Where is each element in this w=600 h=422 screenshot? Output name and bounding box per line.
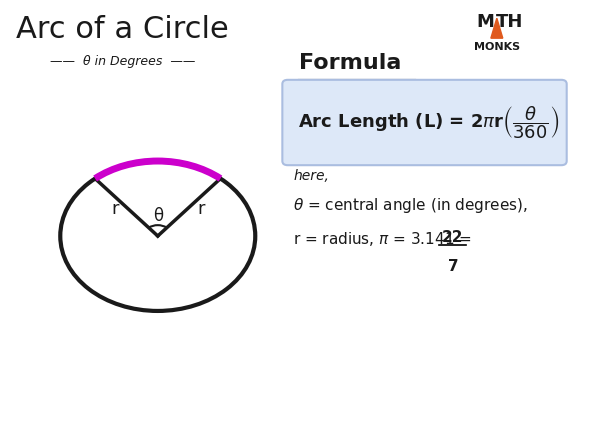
Text: r: r bbox=[111, 200, 118, 219]
Text: Arc Length (L) = 2$\pi$r$\left(\dfrac{\theta}{360}\right)$: Arc Length (L) = 2$\pi$r$\left(\dfrac{\t… bbox=[298, 104, 559, 141]
Text: ——  θ in Degrees  ——: —— θ in Degrees —— bbox=[50, 55, 195, 68]
Text: 22: 22 bbox=[442, 230, 464, 245]
FancyBboxPatch shape bbox=[283, 80, 566, 165]
Text: Arc of a Circle: Arc of a Circle bbox=[16, 15, 229, 44]
Text: r = radius, $\pi$ = 3.141 =: r = radius, $\pi$ = 3.141 = bbox=[293, 230, 473, 248]
Text: TH: TH bbox=[496, 13, 523, 31]
Text: 7: 7 bbox=[448, 259, 458, 274]
Text: here,: here, bbox=[293, 169, 329, 183]
Text: M: M bbox=[476, 13, 494, 31]
Text: r: r bbox=[197, 200, 205, 219]
Polygon shape bbox=[491, 18, 503, 38]
Text: $\theta$ = central angle (in degrees),: $\theta$ = central angle (in degrees), bbox=[293, 196, 528, 215]
Text: Formula: Formula bbox=[299, 53, 401, 73]
Text: θ: θ bbox=[153, 207, 163, 225]
Text: MONKS: MONKS bbox=[474, 42, 520, 52]
